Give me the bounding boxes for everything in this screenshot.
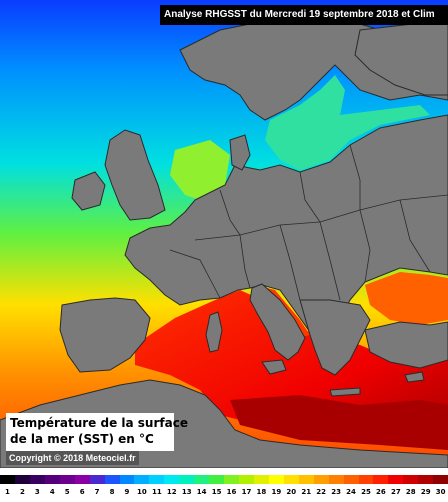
scale-swatch <box>298 475 314 484</box>
scale-label: 19 <box>271 488 282 496</box>
scale-swatch <box>433 475 448 484</box>
color-scale: 1 2 3 4 5 6 7 8 9 10 11 12 13 14 15 16 17 18 19 20 21 22 23 24 2… <box>0 475 448 502</box>
legend-line-1: Température de la surface <box>10 416 188 430</box>
scale-label: 14 <box>196 488 207 496</box>
scale-swatch <box>179 475 195 484</box>
scale-swatch <box>134 475 150 484</box>
legend-line-2: de la mer (SST) en °C <box>10 432 154 446</box>
scale-label: 1 <box>5 488 10 496</box>
scale-swatch <box>74 475 90 484</box>
scale-label: 7 <box>94 488 100 496</box>
sst-map <box>0 0 448 468</box>
scale-swatch <box>119 475 135 484</box>
scale-label: 29 <box>420 488 431 496</box>
scale-label: 21 <box>301 488 312 496</box>
ireland <box>71 171 106 211</box>
scale-swatch <box>403 475 419 484</box>
color-scale-labels: 1 2 3 4 5 6 7 8 9 10 11 12 13 14 15 16 17 18 19 20 21 22 23 24 2… <box>0 488 448 496</box>
corsica-sardinia <box>205 311 223 353</box>
scale-label: 28 <box>405 488 416 496</box>
scale-label: 4 <box>49 488 55 496</box>
cyprus <box>404 371 425 383</box>
sicily <box>261 359 287 375</box>
scale-label: 16 <box>226 488 237 496</box>
scale-label: 15 <box>211 488 222 496</box>
scale-swatch <box>14 475 30 484</box>
scale-label: 22 <box>316 488 327 496</box>
scale-swatch <box>239 475 254 484</box>
scale-swatch <box>0 475 15 484</box>
scale-swatch <box>89 475 105 484</box>
scale-label: 9 <box>124 488 130 496</box>
turkey <box>364 321 448 369</box>
scale-swatch <box>209 475 225 484</box>
scale-label: 13 <box>181 488 192 496</box>
italy <box>249 283 306 361</box>
baltic-sea <box>265 75 430 170</box>
scale-swatch <box>418 475 434 484</box>
scale-swatch <box>194 475 210 484</box>
denmark <box>229 134 251 171</box>
scale-swatch <box>358 475 374 484</box>
scale-label: 6 <box>79 488 85 496</box>
scale-swatch <box>313 475 329 484</box>
scale-label: 30 <box>435 488 446 496</box>
scale-label: 25 <box>361 488 371 496</box>
black-sea <box>365 272 448 325</box>
scale-swatch <box>373 475 389 484</box>
scale-swatch <box>104 475 120 484</box>
iberia <box>59 297 151 373</box>
map-title: Analyse RHGSST du Mercredi 19 septembre … <box>160 5 448 25</box>
north-sea <box>170 140 230 200</box>
scale-swatch <box>149 475 165 484</box>
finland-russia <box>354 19 448 96</box>
scale-swatch <box>268 475 284 484</box>
scale-swatch <box>44 475 60 484</box>
scale-label: 24 <box>346 488 356 496</box>
crete <box>329 387 361 397</box>
color-scale-bar <box>0 475 448 484</box>
scale-swatch <box>59 475 75 484</box>
scale-label: 10 <box>137 488 147 496</box>
scale-swatch <box>224 475 239 484</box>
scale-swatch <box>29 475 45 484</box>
scale-label: 8 <box>109 488 115 496</box>
scale-swatch <box>253 475 269 484</box>
scale-label: 20 <box>286 488 297 496</box>
scale-swatch <box>388 475 404 484</box>
scale-swatch <box>283 475 299 484</box>
legend-caption: Température de la surface de la mer (SST… <box>6 413 188 451</box>
scale-label: 26 <box>376 488 386 496</box>
scale-label: 11 <box>151 488 162 496</box>
scale-label: 2 <box>19 488 25 496</box>
scale-label: 27 <box>390 488 401 496</box>
scale-swatch <box>328 475 344 484</box>
balkans-greece <box>299 299 371 376</box>
scale-label: 3 <box>34 488 40 496</box>
scale-swatch <box>343 475 359 484</box>
great-britain <box>104 129 166 221</box>
scale-label: 23 <box>331 488 341 496</box>
scale-label: 18 <box>256 488 267 496</box>
scale-label: 12 <box>166 488 177 496</box>
scale-label: 17 <box>241 488 252 496</box>
scale-label: 5 <box>64 488 70 496</box>
copyright-label: Copyright © 2018 Meteociel.fr <box>6 451 139 465</box>
scale-swatch <box>164 475 180 484</box>
levant-basin <box>230 395 448 450</box>
